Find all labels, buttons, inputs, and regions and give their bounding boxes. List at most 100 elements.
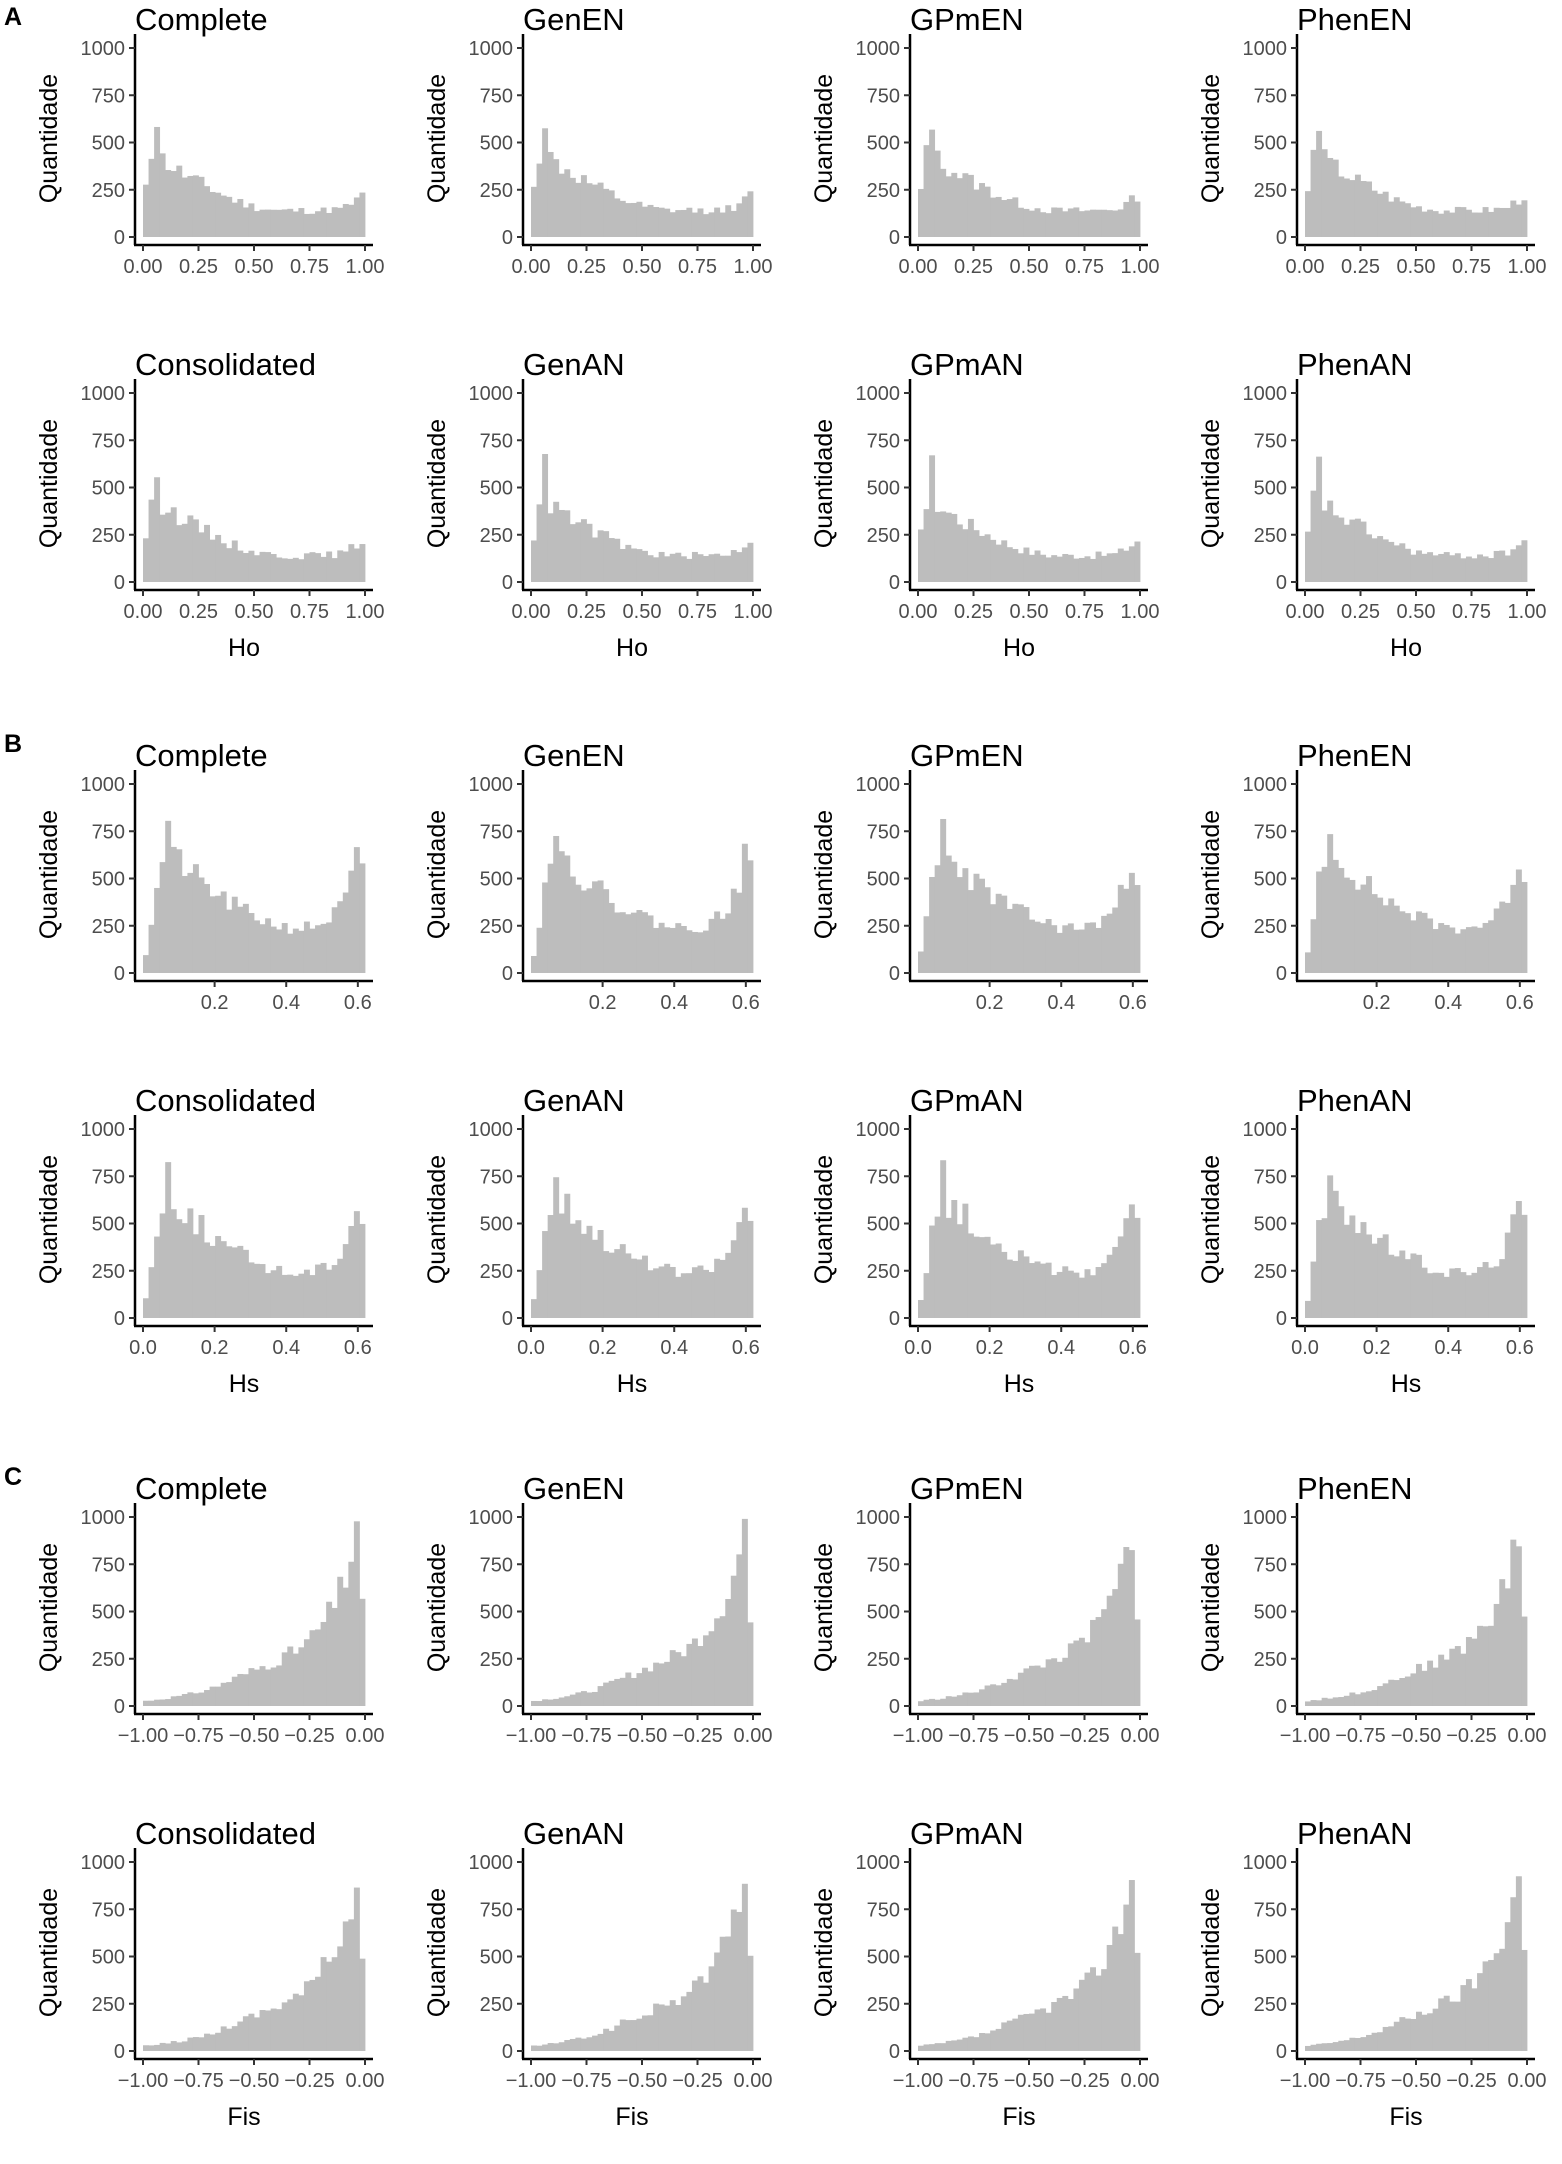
histogram-bar — [320, 923, 327, 973]
histogram-bar — [736, 552, 743, 582]
histogram-bar — [298, 1273, 305, 1318]
histogram-bar — [1078, 1979, 1085, 2051]
y-tick-label: 1000 — [1243, 1852, 1288, 1874]
histogram-bar — [1427, 1660, 1434, 1706]
y-axis-title: Quantidade — [423, 1888, 451, 2017]
y-tick-label: 0 — [114, 227, 125, 249]
section-letter-c: C — [4, 1463, 22, 1491]
y-tick-label: 500 — [480, 1214, 513, 1236]
histogram-bar — [951, 1696, 958, 1706]
y-tick-label: 250 — [867, 1994, 900, 2016]
histogram-bar — [686, 1991, 693, 2051]
histogram-bar — [309, 928, 316, 973]
histogram-bar — [603, 1682, 610, 1706]
histogram-bar — [1095, 1617, 1102, 1706]
histogram-bar — [680, 209, 687, 237]
histogram-bar — [1432, 1272, 1439, 1318]
histogram-bar — [237, 2021, 244, 2051]
y-tick-label: 0 — [1276, 1308, 1287, 1330]
histogram-bar — [653, 1268, 660, 1318]
histogram-bar — [962, 2037, 969, 2051]
y-tick-label: 250 — [92, 1994, 125, 2016]
histogram-bar — [918, 188, 924, 237]
histogram-bar — [1382, 191, 1389, 237]
histogram-bar — [1515, 1201, 1522, 1318]
x-tick-label: −1.00 — [118, 1725, 169, 1747]
histogram-bar — [719, 918, 726, 973]
histogram-bar — [1366, 181, 1372, 237]
histogram-bar — [918, 951, 924, 973]
histogram-bar — [292, 557, 299, 582]
histogram-bar — [209, 191, 216, 237]
histogram-bar — [1327, 1175, 1334, 1318]
histogram-bar — [1006, 2020, 1013, 2051]
histogram-bar — [575, 1220, 582, 1318]
histogram-bar — [331, 1607, 338, 1706]
histogram-bar — [697, 208, 704, 237]
y-tick-label: 1000 — [856, 38, 901, 60]
histogram-bar — [719, 1936, 726, 2051]
histogram-bar — [1371, 1243, 1378, 1318]
histogram-bar — [1371, 1690, 1378, 1706]
histogram-bar — [1399, 1678, 1406, 1706]
y-tick-label: 250 — [867, 1261, 900, 1283]
histogram-bar — [658, 551, 665, 582]
histogram-bar — [326, 1961, 333, 2051]
x-tick-label: 0.75 — [678, 256, 717, 278]
y-tick-label: 250 — [92, 1261, 125, 1283]
histogram-bar — [929, 455, 936, 582]
histogram-bar — [708, 1272, 715, 1318]
histogram-bar — [309, 1275, 316, 1318]
histogram-bar — [945, 1217, 952, 1318]
histogram-bar — [287, 1646, 294, 1706]
histogram-bar — [281, 1274, 288, 1318]
histogram-bar — [1454, 1646, 1461, 1706]
histogram-bar — [259, 2010, 266, 2051]
histogram-bar — [675, 552, 682, 582]
histogram-bar — [1029, 2013, 1035, 2051]
histogram-bar — [242, 1674, 249, 1706]
histogram-bar — [226, 1246, 233, 1318]
y-tick-label: 1000 — [856, 1119, 901, 1141]
x-tick-label: 0.0 — [517, 1337, 545, 1359]
histogram-bar — [242, 207, 249, 237]
histogram-bar — [192, 175, 199, 237]
histogram-bar — [995, 2028, 1002, 2051]
y-tick-label: 0 — [1276, 227, 1287, 249]
histogram-bar — [1338, 867, 1345, 973]
histogram-bar — [647, 204, 654, 237]
x-tick-label: 0.00 — [346, 1725, 385, 1747]
x-tick-label: 0.00 — [734, 1725, 773, 1747]
histogram-bar — [298, 930, 305, 973]
histogram-bar — [1482, 1262, 1489, 1318]
histogram-bar — [575, 1692, 582, 1706]
histogram-bar — [1310, 1700, 1317, 1706]
histogram-bar — [198, 1692, 205, 1706]
y-tick-label: 250 — [867, 180, 900, 202]
histogram-bar — [1012, 1679, 1019, 1706]
histogram-bar — [680, 1996, 687, 2051]
histogram-bar — [553, 159, 560, 237]
histogram-bar — [956, 178, 963, 237]
x-tick-label: 0.25 — [567, 601, 606, 623]
histogram-bar — [1471, 1638, 1478, 1706]
y-tick-label: 1000 — [1243, 1119, 1288, 1141]
histogram-bar — [636, 549, 643, 582]
x-tick-label: 0.6 — [1119, 992, 1147, 1014]
histogram-bar — [1343, 1224, 1350, 1318]
histogram-bar — [353, 1211, 360, 1318]
y-tick-label: 500 — [92, 133, 125, 155]
y-tick-label: 750 — [92, 85, 125, 107]
histogram-bar — [636, 201, 643, 237]
histogram-bar — [353, 1887, 360, 2051]
y-tick-label: 1000 — [81, 383, 126, 405]
histogram-bar — [536, 1270, 543, 1318]
y-tick-label: 250 — [1254, 1994, 1287, 2016]
histogram-bar — [303, 1269, 310, 1318]
histogram-bar — [1432, 1667, 1439, 1706]
histogram-bar — [1360, 1692, 1367, 1706]
histogram-bar — [1388, 1254, 1395, 1318]
histogram-bar — [940, 1698, 947, 1706]
histogram-bar — [608, 2030, 615, 2051]
histogram-bar — [653, 2003, 660, 2051]
